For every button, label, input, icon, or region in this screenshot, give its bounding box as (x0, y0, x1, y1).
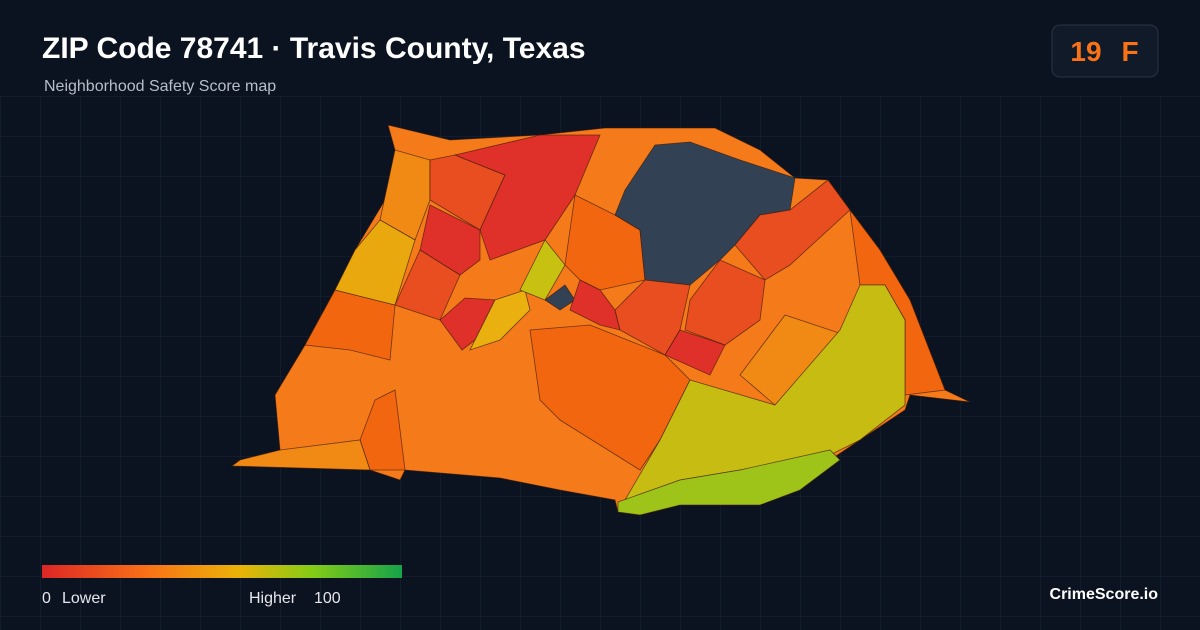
map-region (469, 289, 531, 351)
legend-max-label: Higher (249, 590, 297, 607)
map-region (617, 449, 841, 516)
score-value: 19 (1070, 36, 1101, 67)
map-region (334, 219, 416, 306)
title: ZIP Code 78741 · Travis County, Texas (42, 32, 586, 65)
map-region (379, 149, 431, 241)
subtitle: Neighborhood Safety Score map (44, 78, 276, 95)
legend-max: 100 (314, 590, 341, 607)
score-box (1051, 24, 1159, 78)
map-region (304, 289, 396, 361)
map-region (614, 141, 796, 286)
map-region (684, 259, 766, 346)
map-region (419, 204, 481, 276)
legend-scale (42, 565, 402, 578)
map-region (230, 439, 371, 471)
legend-min-label: Lower (62, 590, 106, 607)
brand: CrimeScore.io (1050, 586, 1159, 603)
score-grade: F (1121, 36, 1138, 67)
legend-min: 0 (42, 590, 51, 607)
map-region (734, 179, 851, 281)
map-region (394, 249, 461, 321)
map (230, 124, 971, 516)
